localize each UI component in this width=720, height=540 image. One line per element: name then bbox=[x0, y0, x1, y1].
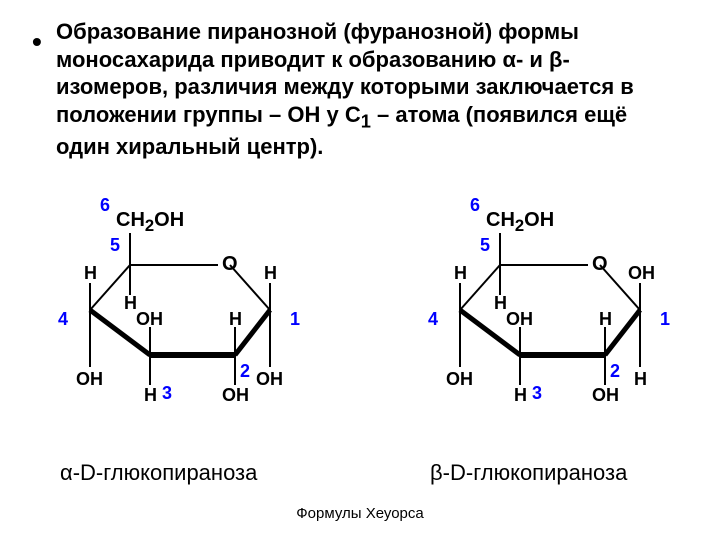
bullet-paragraph: • Образование пиранозной (фуранозной) фо… bbox=[56, 18, 666, 160]
num-1: 1 bbox=[290, 309, 300, 330]
beta-label: β-D-глюкопираноза bbox=[430, 460, 627, 486]
num-6: 6 bbox=[100, 195, 110, 216]
num-2: 2 bbox=[610, 361, 620, 382]
diagrams-container: O CH2OH H OH H OH OH H H OH H 1 2 3 4 5 … bbox=[0, 195, 720, 445]
bullet-dot: • bbox=[32, 24, 42, 59]
c2-up: H bbox=[599, 309, 612, 330]
c1-down: H bbox=[634, 369, 647, 390]
bullet-sub: 1 bbox=[361, 110, 371, 131]
c4-up: H bbox=[84, 263, 97, 284]
num-3: 3 bbox=[532, 383, 542, 404]
alpha-label: α-D-глюкопираноза bbox=[60, 460, 257, 486]
c3-up: OH bbox=[136, 309, 163, 330]
c4-down: OH bbox=[76, 369, 103, 390]
c4-up: H bbox=[454, 263, 467, 284]
alpha-molecule: O CH2OH H OH H OH OH H H OH H 1 2 3 4 5 … bbox=[30, 195, 330, 445]
num-5: 5 bbox=[480, 235, 490, 256]
c2-down: OH bbox=[222, 385, 249, 406]
ch2oh-group: CH2OH bbox=[486, 209, 554, 236]
ring-oxygen: O bbox=[592, 253, 608, 276]
c3-up: OH bbox=[506, 309, 533, 330]
ring-oxygen: O bbox=[222, 253, 238, 276]
beta-molecule: O CH2OH OH H H OH OH H H OH H 1 2 3 4 5 … bbox=[400, 195, 700, 445]
c1-up: OH bbox=[628, 263, 655, 284]
num-4: 4 bbox=[428, 309, 438, 330]
c5-h: H bbox=[494, 293, 507, 314]
c2-down: OH bbox=[592, 385, 619, 406]
num-5: 5 bbox=[110, 235, 120, 256]
c2-up: H bbox=[229, 309, 242, 330]
c3-down: H bbox=[514, 385, 527, 406]
num-6: 6 bbox=[470, 195, 480, 216]
num-4: 4 bbox=[58, 309, 68, 330]
c4-down: OH bbox=[446, 369, 473, 390]
c5-h: H bbox=[124, 293, 137, 314]
footer-caption: Формулы Хеуорса bbox=[0, 505, 720, 522]
num-3: 3 bbox=[162, 383, 172, 404]
c1-up: H bbox=[264, 263, 277, 284]
c1-down: OH bbox=[256, 369, 283, 390]
ch2oh-group: CH2OH bbox=[116, 209, 184, 236]
num-1: 1 bbox=[660, 309, 670, 330]
c3-down: H bbox=[144, 385, 157, 406]
num-2: 2 bbox=[240, 361, 250, 382]
